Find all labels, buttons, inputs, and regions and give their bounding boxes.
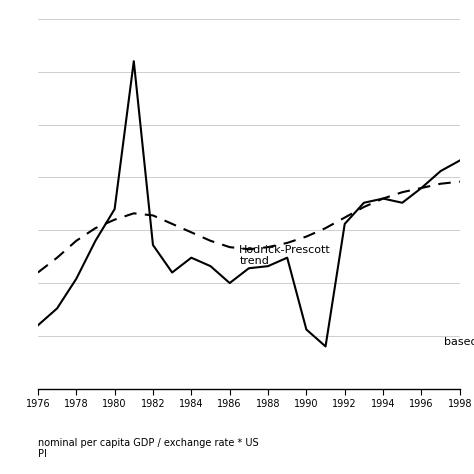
Text: PI: PI [38, 449, 47, 459]
Text: Hodrick-Prescott
trend: Hodrick-Prescott trend [239, 245, 331, 266]
Text: nominal per capita GDP / exchange rate * US: nominal per capita GDP / exchange rate *… [38, 438, 258, 447]
Text: based: based [445, 337, 474, 347]
